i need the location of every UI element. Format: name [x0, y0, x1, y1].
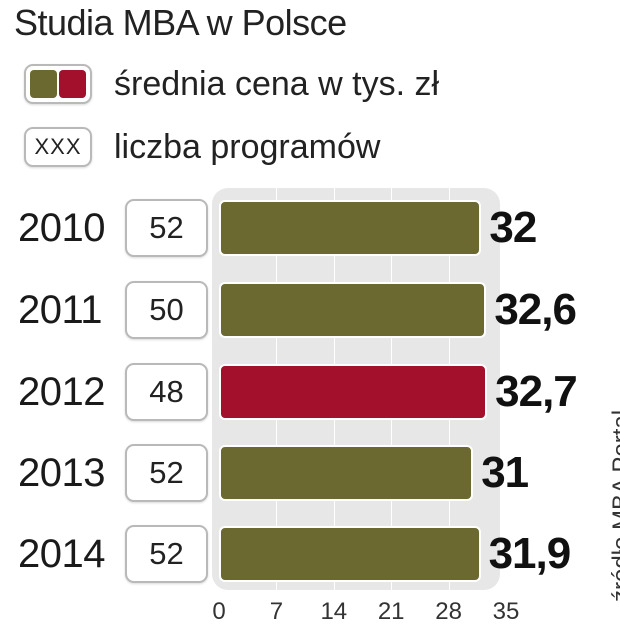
category-label: 2013: [18, 451, 105, 495]
value-label: 32,7: [495, 367, 578, 416]
legend-swatch-olive: [30, 70, 57, 98]
x-tick-label: 0: [212, 598, 226, 625]
legend-swatch-red: [59, 70, 86, 98]
x-tick-label: 28: [435, 598, 462, 625]
legend-count-box-text: XXX: [34, 134, 82, 159]
value-label: 31,9: [488, 529, 572, 578]
source-note: źródło MBA Portal: [608, 409, 620, 602]
bar: [219, 364, 488, 420]
value-label: 32: [489, 203, 537, 252]
chart-title: Studia MBA w Polsce: [14, 2, 347, 43]
legend-price: średnia cena w tys. zł: [24, 63, 439, 105]
program-count: 50: [125, 281, 208, 339]
value-label: 32,6: [494, 285, 577, 334]
x-tick-label: 7: [269, 598, 284, 625]
bar: [219, 445, 474, 501]
bar: [219, 526, 481, 582]
bar: [219, 282, 487, 338]
category-label: 2014: [18, 532, 105, 576]
legend-count-label: liczba programów: [114, 127, 381, 166]
program-count: 52: [125, 444, 208, 502]
x-tick-label: 14: [320, 598, 348, 625]
category-label: 2010: [18, 206, 105, 250]
bar: [219, 200, 482, 256]
category-label: 2011: [18, 288, 103, 332]
category-label: 2012: [18, 370, 105, 414]
value-label: 31: [481, 448, 529, 497]
legend-price-swatch: [24, 64, 92, 104]
x-tick-label: 35: [492, 598, 520, 625]
x-tick-label: 21: [377, 598, 405, 625]
program-count: 48: [125, 363, 208, 421]
legend-price-label: średnia cena w tys. zł: [114, 64, 440, 103]
program-count: 52: [125, 199, 208, 257]
program-count: 52: [125, 525, 208, 583]
legend-count: XXX liczba programów: [24, 126, 380, 168]
legend-count-swatch: XXX: [24, 127, 92, 167]
